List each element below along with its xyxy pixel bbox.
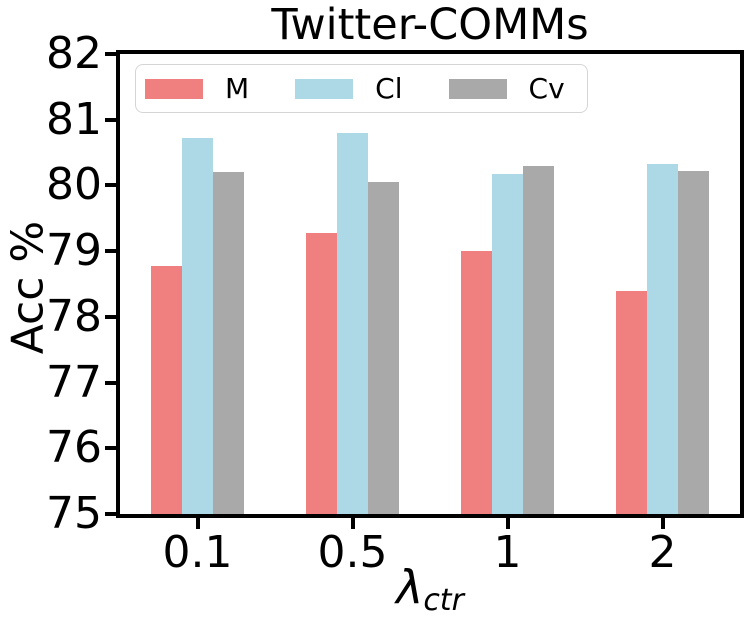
y-tick-mark [105, 314, 116, 319]
legend-item-Cl: Cl [295, 71, 403, 105]
bar-Cl-1 [492, 173, 523, 514]
y-tick-label: 75 [46, 488, 102, 539]
bar-Cv-0.5 [368, 182, 399, 514]
x-tick-mark [660, 518, 665, 529]
y-tick-label: 76 [46, 422, 102, 474]
y-tick-mark [105, 52, 116, 56]
x-axis-label-symbol: λ [396, 560, 424, 614]
y-tick-label: 79 [46, 225, 102, 277]
y-tick-mark [105, 249, 116, 254]
legend-swatch-icon [145, 78, 203, 99]
legend-label: M [225, 71, 250, 105]
y-tick-mark [105, 512, 116, 516]
y-tick-mark [105, 446, 116, 451]
bar-Cv-0.1 [213, 172, 244, 514]
y-tick-mark [105, 183, 116, 188]
y-tick-label: 80 [46, 159, 102, 211]
bar-M-0.5 [306, 233, 337, 514]
x-tick-label: 0.1 [162, 527, 233, 578]
legend-swatch-icon [295, 78, 354, 99]
legend-label: Cv [528, 71, 565, 105]
bar-M-0.1 [151, 266, 182, 514]
x-tick-label: 1 [493, 527, 522, 578]
y-tick-label: 77 [46, 356, 102, 408]
x-axis-label: λctr [116, 560, 744, 618]
y-tick-mark [105, 380, 116, 385]
x-tick-mark [505, 518, 510, 529]
y-tick-label: 78 [46, 290, 102, 342]
bar-Cv-2 [678, 171, 709, 514]
y-tick-label: 81 [46, 93, 102, 145]
bar-Cl-0.5 [337, 132, 368, 514]
chart-title: Twitter-COMMs [271, 0, 589, 50]
legend: M Cl Cv [135, 64, 588, 113]
x-tick-mark [350, 518, 355, 529]
plot-area: M Cl Cv [116, 50, 744, 518]
legend-label: Cl [375, 71, 403, 105]
legend-swatch-icon [448, 78, 507, 99]
x-tick-label: 0.5 [317, 527, 388, 578]
x-tick-label: 2 [648, 527, 677, 578]
bar-Cl-2 [647, 163, 678, 514]
x-axis-label-subscript: ctr [423, 583, 464, 618]
y-tick-label: 82 [46, 28, 102, 79]
bar-M-1 [461, 251, 492, 514]
x-tick-mark [195, 518, 200, 529]
legend-item-Cv: Cv [448, 71, 565, 105]
legend-item-M: M [145, 71, 250, 105]
y-tick-mark [105, 117, 116, 122]
bar-Cv-1 [523, 165, 554, 514]
bar-Cl-0.1 [182, 138, 213, 514]
bar-M-2 [616, 290, 647, 514]
